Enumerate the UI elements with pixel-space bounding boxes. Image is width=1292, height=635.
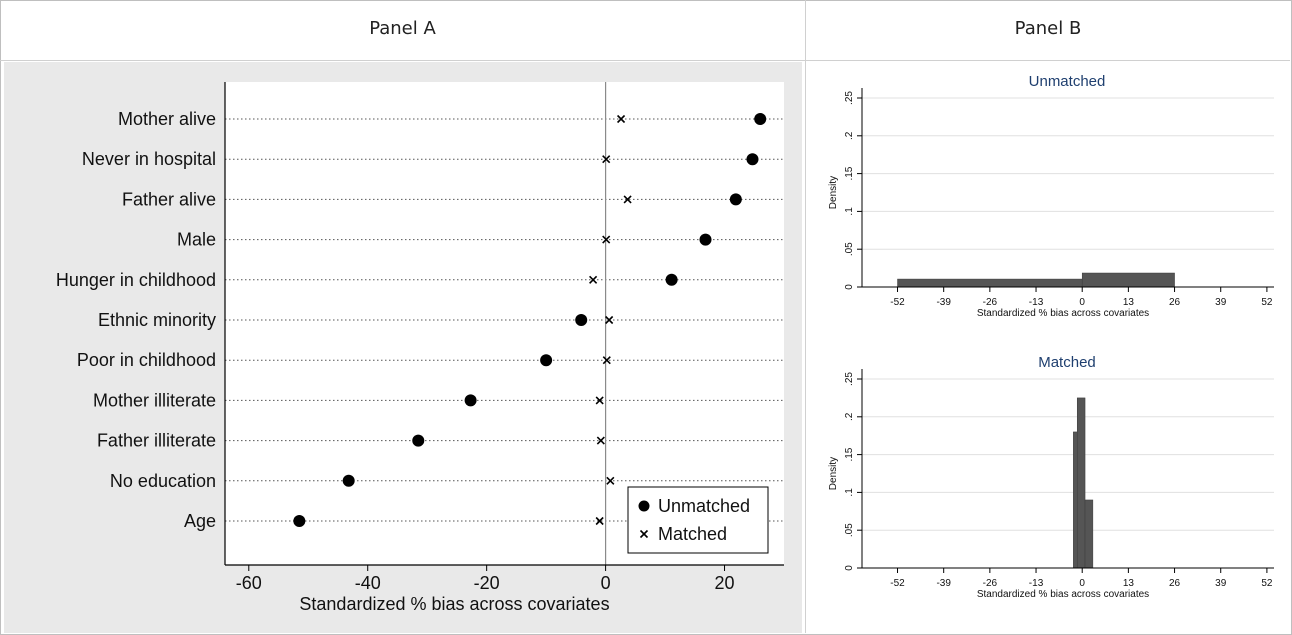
panel-b-unmatched-histogram: Unmatched 0 .05 .1 .15 .2 .25 -52 -39 -26 -13 0 13 26… <box>814 64 1280 342</box>
x-tick-label: -52 <box>890 297 905 308</box>
x-axis-title: Standardized % bias across covariates <box>299 594 609 614</box>
y-tick-label: .05 <box>844 242 855 256</box>
x-tick-label: -26 <box>983 297 998 308</box>
category-label: Father alive <box>122 189 216 209</box>
histogram-background <box>814 64 1280 342</box>
x-tick-label: 39 <box>1215 297 1227 308</box>
y-tick-label: 0 <box>844 565 855 571</box>
x-tick-label: -52 <box>890 578 905 589</box>
category-label: Age <box>184 511 216 531</box>
category-label: Mother alive <box>118 109 216 129</box>
matched-point <box>605 315 614 325</box>
y-tick-label: .25 <box>844 372 855 386</box>
x-tick-label: -60 <box>236 573 262 593</box>
y-tick-label: .2 <box>844 412 855 421</box>
legend-box <box>627 486 769 554</box>
x-tick-label: -39 <box>936 578 951 589</box>
y-tick-label: 0 <box>844 284 855 290</box>
header-divider <box>0 60 1290 61</box>
x-axis-title: Standardized % bias across covariates <box>977 308 1149 319</box>
legend-unmatched-marker <box>638 500 650 512</box>
panel-a-plot-area <box>225 82 784 565</box>
y-tick-label: .15 <box>844 447 855 461</box>
category-label: Mother illiterate <box>93 390 216 410</box>
x-tick-label: 0 <box>1079 297 1085 308</box>
y-tick-label: .1 <box>844 488 855 497</box>
x-tick-label: 52 <box>1261 297 1273 308</box>
y-tick-label: .25 <box>844 91 855 105</box>
histogram-title: Matched <box>1038 354 1096 371</box>
x-tick-label: -40 <box>355 573 381 593</box>
matched-point <box>602 155 611 164</box>
unmatched-point <box>699 233 712 246</box>
category-label: Hunger in childhood <box>56 270 216 290</box>
unmatched-point <box>412 434 425 447</box>
matched-point <box>595 516 604 526</box>
matched-point <box>602 356 611 365</box>
category-label: Male <box>177 230 216 250</box>
histogram-bar <box>1076 397 1086 569</box>
y-tick-label: .2 <box>844 131 855 140</box>
x-tick-label: -13 <box>1029 297 1044 308</box>
histogram-bar <box>1081 272 1175 288</box>
matched-point <box>602 235 611 244</box>
y-tick-label: .15 <box>844 166 855 180</box>
x-tick-label: -13 <box>1029 578 1044 589</box>
unmatched-point <box>575 314 588 326</box>
matched-point <box>589 275 598 284</box>
histogram-background <box>814 345 1280 623</box>
y-axis-title: Density <box>828 176 839 209</box>
x-tick-label: 0 <box>601 573 611 593</box>
matched-point <box>596 436 605 445</box>
unmatched-point <box>665 273 678 286</box>
unmatched-point <box>540 354 553 367</box>
panel-a-header: Panel A <box>369 18 436 39</box>
panel-b-matched-histogram: Matched 0 .05 .1 .15 .2 .25 -52 -39 -26 -13 0 13 26 39… <box>814 345 1280 623</box>
matched-point <box>606 476 615 485</box>
x-tick-label: 13 <box>1123 297 1135 308</box>
unmatched-point <box>342 474 355 487</box>
unmatched-point <box>746 153 759 166</box>
y-axis-title: Density <box>828 457 839 490</box>
category-label: Poor in childhood <box>77 350 216 370</box>
x-tick-label: 39 <box>1215 578 1227 589</box>
histogram-bar <box>1084 499 1094 569</box>
x-tick-label: -39 <box>936 297 951 308</box>
unmatched-point <box>754 113 767 125</box>
matched-point <box>616 114 626 124</box>
x-axis-title: Standardized % bias across covariates <box>977 589 1149 600</box>
matched-point <box>595 396 604 405</box>
category-label: Ethnic minority <box>98 310 216 330</box>
legend-matched-label: Matched <box>658 524 727 544</box>
x-tick-label: 26 <box>1169 297 1181 308</box>
x-tick-label: 52 <box>1261 578 1273 589</box>
unmatched-point <box>729 193 742 206</box>
x-tick-label: 13 <box>1123 578 1135 589</box>
x-tick-label: -26 <box>983 578 998 589</box>
x-tick-label: 0 <box>1079 578 1085 589</box>
unmatched-point <box>464 394 477 407</box>
x-tick-label: 26 <box>1169 578 1181 589</box>
x-tick-label: 20 <box>715 573 735 593</box>
legend-unmatched-label: Unmatched <box>658 496 750 516</box>
panel-b-header: Panel B <box>1014 18 1082 39</box>
histogram-bar <box>897 278 1083 288</box>
x-tick-label: -20 <box>474 573 500 593</box>
histogram-title: Unmatched <box>1029 73 1106 90</box>
legend-matched-marker <box>639 529 649 539</box>
panel-divider <box>805 0 806 633</box>
matched-point <box>623 195 632 204</box>
category-label: Never in hospital <box>82 149 216 169</box>
y-tick-label: .05 <box>844 523 855 537</box>
panel-a-dot-plot: Mother alive Never in hospital Father aliv… <box>4 62 802 633</box>
histogram-bar <box>1073 431 1078 569</box>
y-tick-label: .1 <box>844 207 855 216</box>
unmatched-point <box>293 515 306 527</box>
category-label: Father illiterate <box>97 431 216 451</box>
category-label: No education <box>110 471 216 491</box>
